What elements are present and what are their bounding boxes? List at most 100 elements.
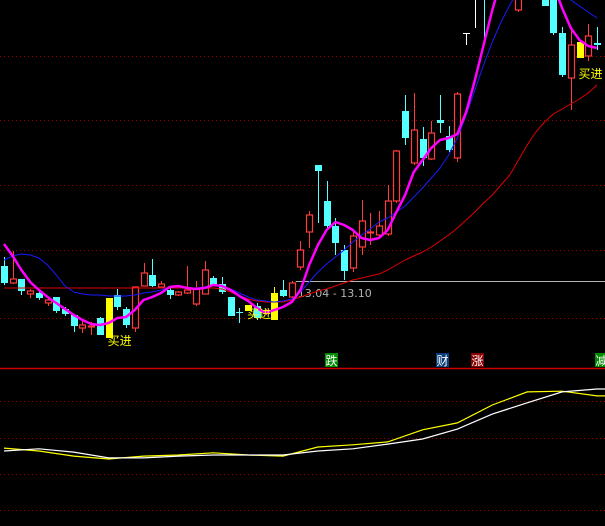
candle-body xyxy=(315,165,322,171)
candle-body xyxy=(550,0,557,33)
range-label: 13.04 - 13.10 xyxy=(298,287,372,300)
indicator-panel-grid xyxy=(0,401,605,511)
candle xyxy=(437,95,444,133)
candle xyxy=(514,0,523,12)
candle xyxy=(484,0,485,40)
ma-fast-line xyxy=(2,0,598,327)
candle xyxy=(550,0,557,35)
candle xyxy=(254,303,261,320)
candle xyxy=(26,289,35,298)
candle xyxy=(542,0,549,6)
candle xyxy=(577,42,584,58)
candle-body xyxy=(157,283,166,288)
candle xyxy=(324,181,331,228)
candle xyxy=(106,298,113,338)
candle xyxy=(332,218,339,255)
candle-body xyxy=(559,33,566,75)
candle-body xyxy=(375,225,384,236)
candle xyxy=(315,165,322,223)
candle xyxy=(149,259,156,287)
buy-signal-label: 买进 xyxy=(579,67,603,81)
candle-body xyxy=(192,288,201,305)
candle xyxy=(341,245,348,280)
candle xyxy=(475,0,476,28)
candle-body xyxy=(44,299,53,304)
candle-body xyxy=(402,111,409,138)
candle xyxy=(375,211,384,238)
candle-body xyxy=(463,33,470,34)
candle-body xyxy=(349,235,358,269)
candle-body xyxy=(296,249,305,268)
candle xyxy=(114,289,121,310)
candle-body xyxy=(201,269,210,295)
candle xyxy=(236,308,243,323)
candle-body xyxy=(254,306,261,318)
candle xyxy=(288,281,297,300)
candle xyxy=(18,279,25,295)
candle xyxy=(349,232,358,272)
candle-body xyxy=(542,0,549,6)
candle-body xyxy=(288,282,297,298)
candle-body xyxy=(149,275,156,286)
candle-body xyxy=(87,325,96,328)
event-badge: 减 xyxy=(595,353,605,368)
candle-body xyxy=(78,324,87,329)
badge-background xyxy=(595,353,605,367)
candle-body xyxy=(9,278,18,284)
candle xyxy=(271,287,278,320)
badge-text: 跌 xyxy=(326,353,338,368)
candle-body xyxy=(26,290,35,295)
candle xyxy=(463,33,470,45)
candle-body xyxy=(437,120,444,123)
event-badge: 涨 xyxy=(471,353,484,368)
candle xyxy=(157,281,166,288)
candle-body xyxy=(210,278,217,285)
event-badges: 跌财涨减 xyxy=(325,353,605,368)
indicator-a-line xyxy=(3,390,605,460)
candle-body xyxy=(567,44,576,79)
badge-text: 财 xyxy=(437,354,449,368)
event-badge: 跌 xyxy=(325,353,338,368)
candle xyxy=(567,27,576,110)
candle-body xyxy=(410,129,419,164)
candle xyxy=(174,291,183,296)
buy-signal-label: 买进 xyxy=(247,307,271,321)
candle-body xyxy=(167,290,174,295)
candle xyxy=(228,297,235,316)
candle-body xyxy=(62,309,69,314)
candle xyxy=(280,280,287,297)
candle xyxy=(402,95,409,145)
candle-body xyxy=(392,150,401,202)
candle-body xyxy=(446,136,453,150)
candle-body xyxy=(324,201,331,226)
badge-background xyxy=(325,353,338,367)
candle-body xyxy=(245,305,252,311)
candle-body xyxy=(341,250,348,271)
ma-slow-line xyxy=(4,84,598,303)
candle-body xyxy=(183,289,192,294)
candle xyxy=(1,257,8,285)
candle-body xyxy=(140,272,149,287)
candle xyxy=(410,93,419,165)
candle-body xyxy=(577,42,584,58)
candle-body xyxy=(97,318,104,335)
buy-signal-label: 买进 xyxy=(108,334,132,348)
candle xyxy=(140,263,149,287)
candle-body xyxy=(366,231,375,234)
candle xyxy=(245,305,252,311)
candle-body xyxy=(594,43,601,45)
candle xyxy=(559,27,566,77)
event-badge: 财 xyxy=(436,353,449,368)
candle xyxy=(78,321,87,333)
candle xyxy=(296,241,305,270)
candle-body xyxy=(1,266,8,283)
candle-body xyxy=(71,315,78,326)
indicator-panel[interactable] xyxy=(3,388,605,460)
badge-background xyxy=(471,353,484,367)
candle-body xyxy=(280,290,287,296)
candle xyxy=(305,211,314,248)
candle-body xyxy=(174,291,183,296)
